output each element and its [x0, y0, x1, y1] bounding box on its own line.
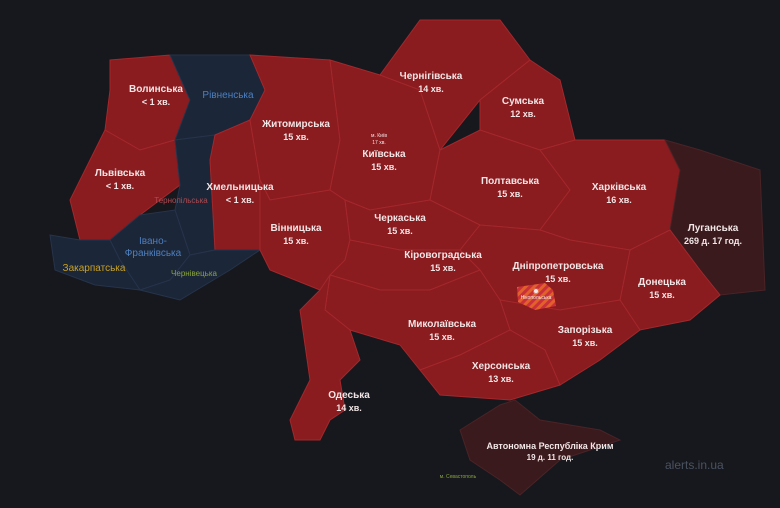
- alert-duration: < 1 хв.: [141, 97, 171, 107]
- watermark[interactable]: alerts.in.ua: [665, 458, 724, 472]
- region-crimea[interactable]: [459, 399, 622, 496]
- region-chernivetska[interactable]: [138, 249, 262, 301]
- alert-duration: 13 хв.: [488, 374, 514, 384]
- label-crimea: Автономна Республіка Крим 19 д. 11 год.: [487, 441, 614, 463]
- region-name: Полтавська: [480, 176, 540, 187]
- region-name: Тернопільська: [154, 196, 208, 205]
- region-name: Кіровоградська: [404, 250, 482, 261]
- region-name: Донецька: [638, 277, 686, 288]
- label-khmelnytska: Хмельницька < 1 хв.: [206, 181, 273, 207]
- label-kyiv-city[interactable]: м. Київ 17 хв.: [371, 133, 387, 147]
- label-lvivska: Львівська < 1 хв.: [95, 167, 145, 193]
- alert-duration: 15 хв.: [545, 274, 571, 284]
- region-name: Київська: [362, 149, 406, 160]
- alert-duration: 14 хв.: [336, 403, 362, 413]
- label-kyivska: Київська 15 хв.: [362, 148, 405, 174]
- label-zhytomyrska: Житомирська 15 хв.: [262, 118, 330, 144]
- artillery-icon: ✹: [532, 287, 540, 296]
- label-poltavska: Полтавська 15 хв.: [481, 175, 539, 201]
- region-odeska[interactable]: [289, 274, 361, 441]
- alert-duration: 269 д. 17 год.: [684, 236, 742, 246]
- label-dnipropetrovska: Дніпропетровська 15 хв.: [513, 260, 604, 286]
- alert-duration: 14 хв.: [418, 84, 444, 94]
- region-name: Запорізька: [557, 325, 613, 336]
- label-mykolaivska: Миколаївська 15 хв.: [408, 318, 476, 344]
- label-volynska: Волинська < 1 хв.: [129, 83, 183, 109]
- alert-duration: 15 хв.: [283, 132, 309, 142]
- alert-duration: 17 хв.: [372, 140, 386, 146]
- alert-duration: 15 хв.: [649, 290, 675, 300]
- label-khersonska: Херсонська 13 хв.: [472, 360, 530, 386]
- label-kirovohradska: Кіровоградська 15 хв.: [404, 249, 482, 275]
- alert-duration: 15 хв.: [497, 189, 523, 199]
- label-kharkivska: Харківська 16 хв.: [592, 181, 646, 207]
- alert-duration: < 1 хв.: [105, 181, 135, 191]
- region-name: Вінницька: [270, 223, 322, 234]
- region-name: Івано-Франківська: [124, 236, 182, 259]
- region-name: Луганська: [687, 223, 739, 234]
- region-name: Житомирська: [262, 119, 330, 130]
- label-donetska: Донецька 15 хв.: [638, 276, 686, 302]
- label-zakarpatska: Закарпатська: [63, 262, 126, 275]
- label-sumska: Сумська 12 хв.: [502, 95, 544, 121]
- region-name: Автономна Республіка Крим: [486, 441, 614, 451]
- alert-duration: 16 хв.: [606, 195, 632, 205]
- region-name: Харківська: [591, 182, 647, 193]
- region-name: Чернівецька: [171, 269, 217, 278]
- region-name: Черкаська: [374, 213, 426, 224]
- region-name: Рівненська: [202, 90, 254, 101]
- region-name: Чернігівська: [399, 71, 463, 82]
- alert-duration: < 1 хв.: [225, 195, 255, 205]
- region-name: Львівська: [94, 168, 146, 179]
- hromada-name: Нікопольська: [520, 295, 552, 301]
- label-rivnenska: Рівненська: [202, 89, 253, 102]
- label-zaporizka: Запорізька 15 хв.: [558, 324, 613, 350]
- label-luhanska: Луганська 269 д. 17 год.: [684, 222, 742, 248]
- region-name: Херсонська: [471, 361, 531, 372]
- alert-duration: 15 хв.: [387, 226, 413, 236]
- alert-duration: 15 хв.: [429, 332, 455, 342]
- label-ternopilska: Тернопільська: [154, 194, 207, 207]
- label-vinnytska: Вінницька 15 хв.: [270, 222, 321, 248]
- region-zakarpatska[interactable]: [49, 234, 142, 291]
- label-ivano-frankivska: Івано-Франківська: [123, 236, 183, 260]
- region-name: м. Київ: [371, 133, 387, 139]
- label-sevastopol: м. Севастополь: [440, 471, 476, 484]
- label-odeska: Одеська 14 хв.: [328, 389, 370, 415]
- region-khersonska[interactable]: [419, 329, 561, 401]
- label-chernihivska: Чернігівська 14 хв.: [400, 70, 463, 96]
- alert-duration: 12 хв.: [510, 109, 536, 119]
- region-name: Хмельницька: [206, 182, 274, 193]
- region-name: Дніпропетровська: [512, 261, 604, 272]
- label-chernivetska: Чернівецька: [171, 267, 217, 280]
- label-hromada-nikopolska: ✹ Нікопольська: [521, 288, 552, 302]
- region-name: Миколаївська: [407, 319, 477, 330]
- region-name: Сумська: [501, 96, 545, 107]
- region-name: Одеська: [328, 390, 370, 401]
- label-cherkaska: Черкаська 15 хв.: [374, 212, 426, 238]
- alert-duration: 15 хв.: [371, 162, 397, 172]
- region-name: Волинська: [129, 84, 183, 95]
- region-name: м. Севастополь: [439, 474, 477, 480]
- alert-duration: 15 хв.: [283, 236, 309, 246]
- alert-duration: 15 хв.: [430, 263, 456, 273]
- alert-duration: 19 д. 11 год.: [526, 453, 574, 462]
- region-name: Закарпатська: [62, 263, 126, 274]
- hromada-nikopolska[interactable]: [517, 283, 556, 310]
- alert-duration: 15 хв.: [572, 338, 598, 348]
